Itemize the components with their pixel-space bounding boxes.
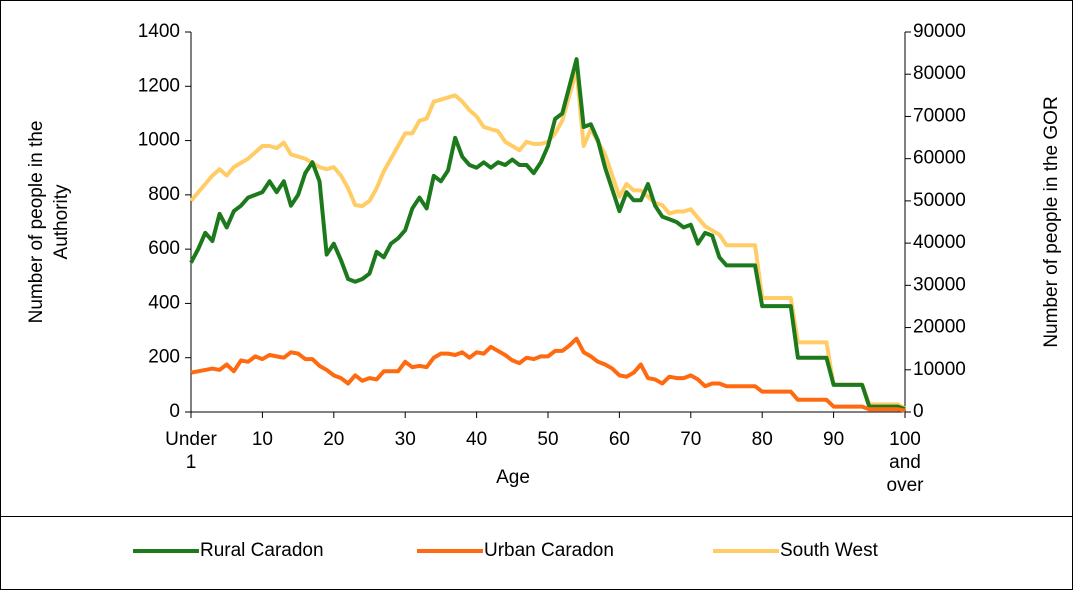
- y2-tick-label: 90000: [913, 21, 966, 42]
- x-tick-label: Under 1: [165, 429, 217, 473]
- x-tick-label-line: 100: [889, 429, 921, 450]
- y-tick-label: 0: [169, 401, 180, 422]
- y2-tick-label: 20000: [913, 317, 966, 338]
- y-axis-label: Number of people in the: [26, 121, 47, 324]
- x-tick-label: 60: [609, 429, 630, 450]
- y2-tick-label: 70000: [913, 105, 966, 126]
- y2-tick-label: 0: [913, 401, 924, 422]
- x-tick-label-line: Under: [165, 429, 217, 450]
- x-tick-label-line: over: [887, 475, 925, 496]
- y-tick-label: 1400: [138, 21, 180, 42]
- y2-tick-label: 50000: [913, 190, 966, 211]
- x-tick-label: 30: [395, 429, 416, 450]
- y2-tick-label: 40000: [913, 232, 966, 253]
- y-tick-label: 600: [148, 238, 180, 259]
- x-tick-label: 10: [252, 429, 273, 450]
- y2-tick-label: 80000: [913, 63, 966, 84]
- y2-tick-label: 10000: [913, 359, 966, 380]
- series-line: [190, 336, 906, 413]
- x-tick-label: 20: [323, 429, 344, 450]
- x-axis-label: Age: [496, 467, 530, 488]
- y2-axis-label: Number of people in the GOR: [1041, 96, 1062, 347]
- x-tick-label: 70: [680, 429, 701, 450]
- x-tick-label: 90: [823, 429, 844, 450]
- y-tick-label: 1200: [138, 75, 180, 96]
- y-axis-label: Authority: [51, 184, 72, 259]
- x-tick-label-line: and: [889, 452, 921, 473]
- y2-tick-label: 30000: [913, 274, 966, 295]
- x-tick-label: 80: [752, 429, 773, 450]
- y2-tick-label: 60000: [913, 148, 966, 169]
- legend-label: Rural Caradon: [200, 540, 324, 561]
- y-tick-label: 1000: [138, 130, 180, 151]
- x-tick-label-line: 1: [186, 452, 197, 473]
- legend-label: Urban Caradon: [484, 540, 614, 561]
- y-tick-label: 800: [148, 184, 180, 205]
- y-tick-label: 400: [148, 292, 180, 313]
- series-line: [189, 57, 906, 412]
- legend-label: South West: [780, 540, 879, 561]
- x-tick-label: 50: [537, 429, 558, 450]
- x-tick-label: 40: [466, 429, 487, 450]
- x-tick-label: 100 and over: [887, 429, 925, 496]
- y-tick-label: 200: [148, 347, 180, 368]
